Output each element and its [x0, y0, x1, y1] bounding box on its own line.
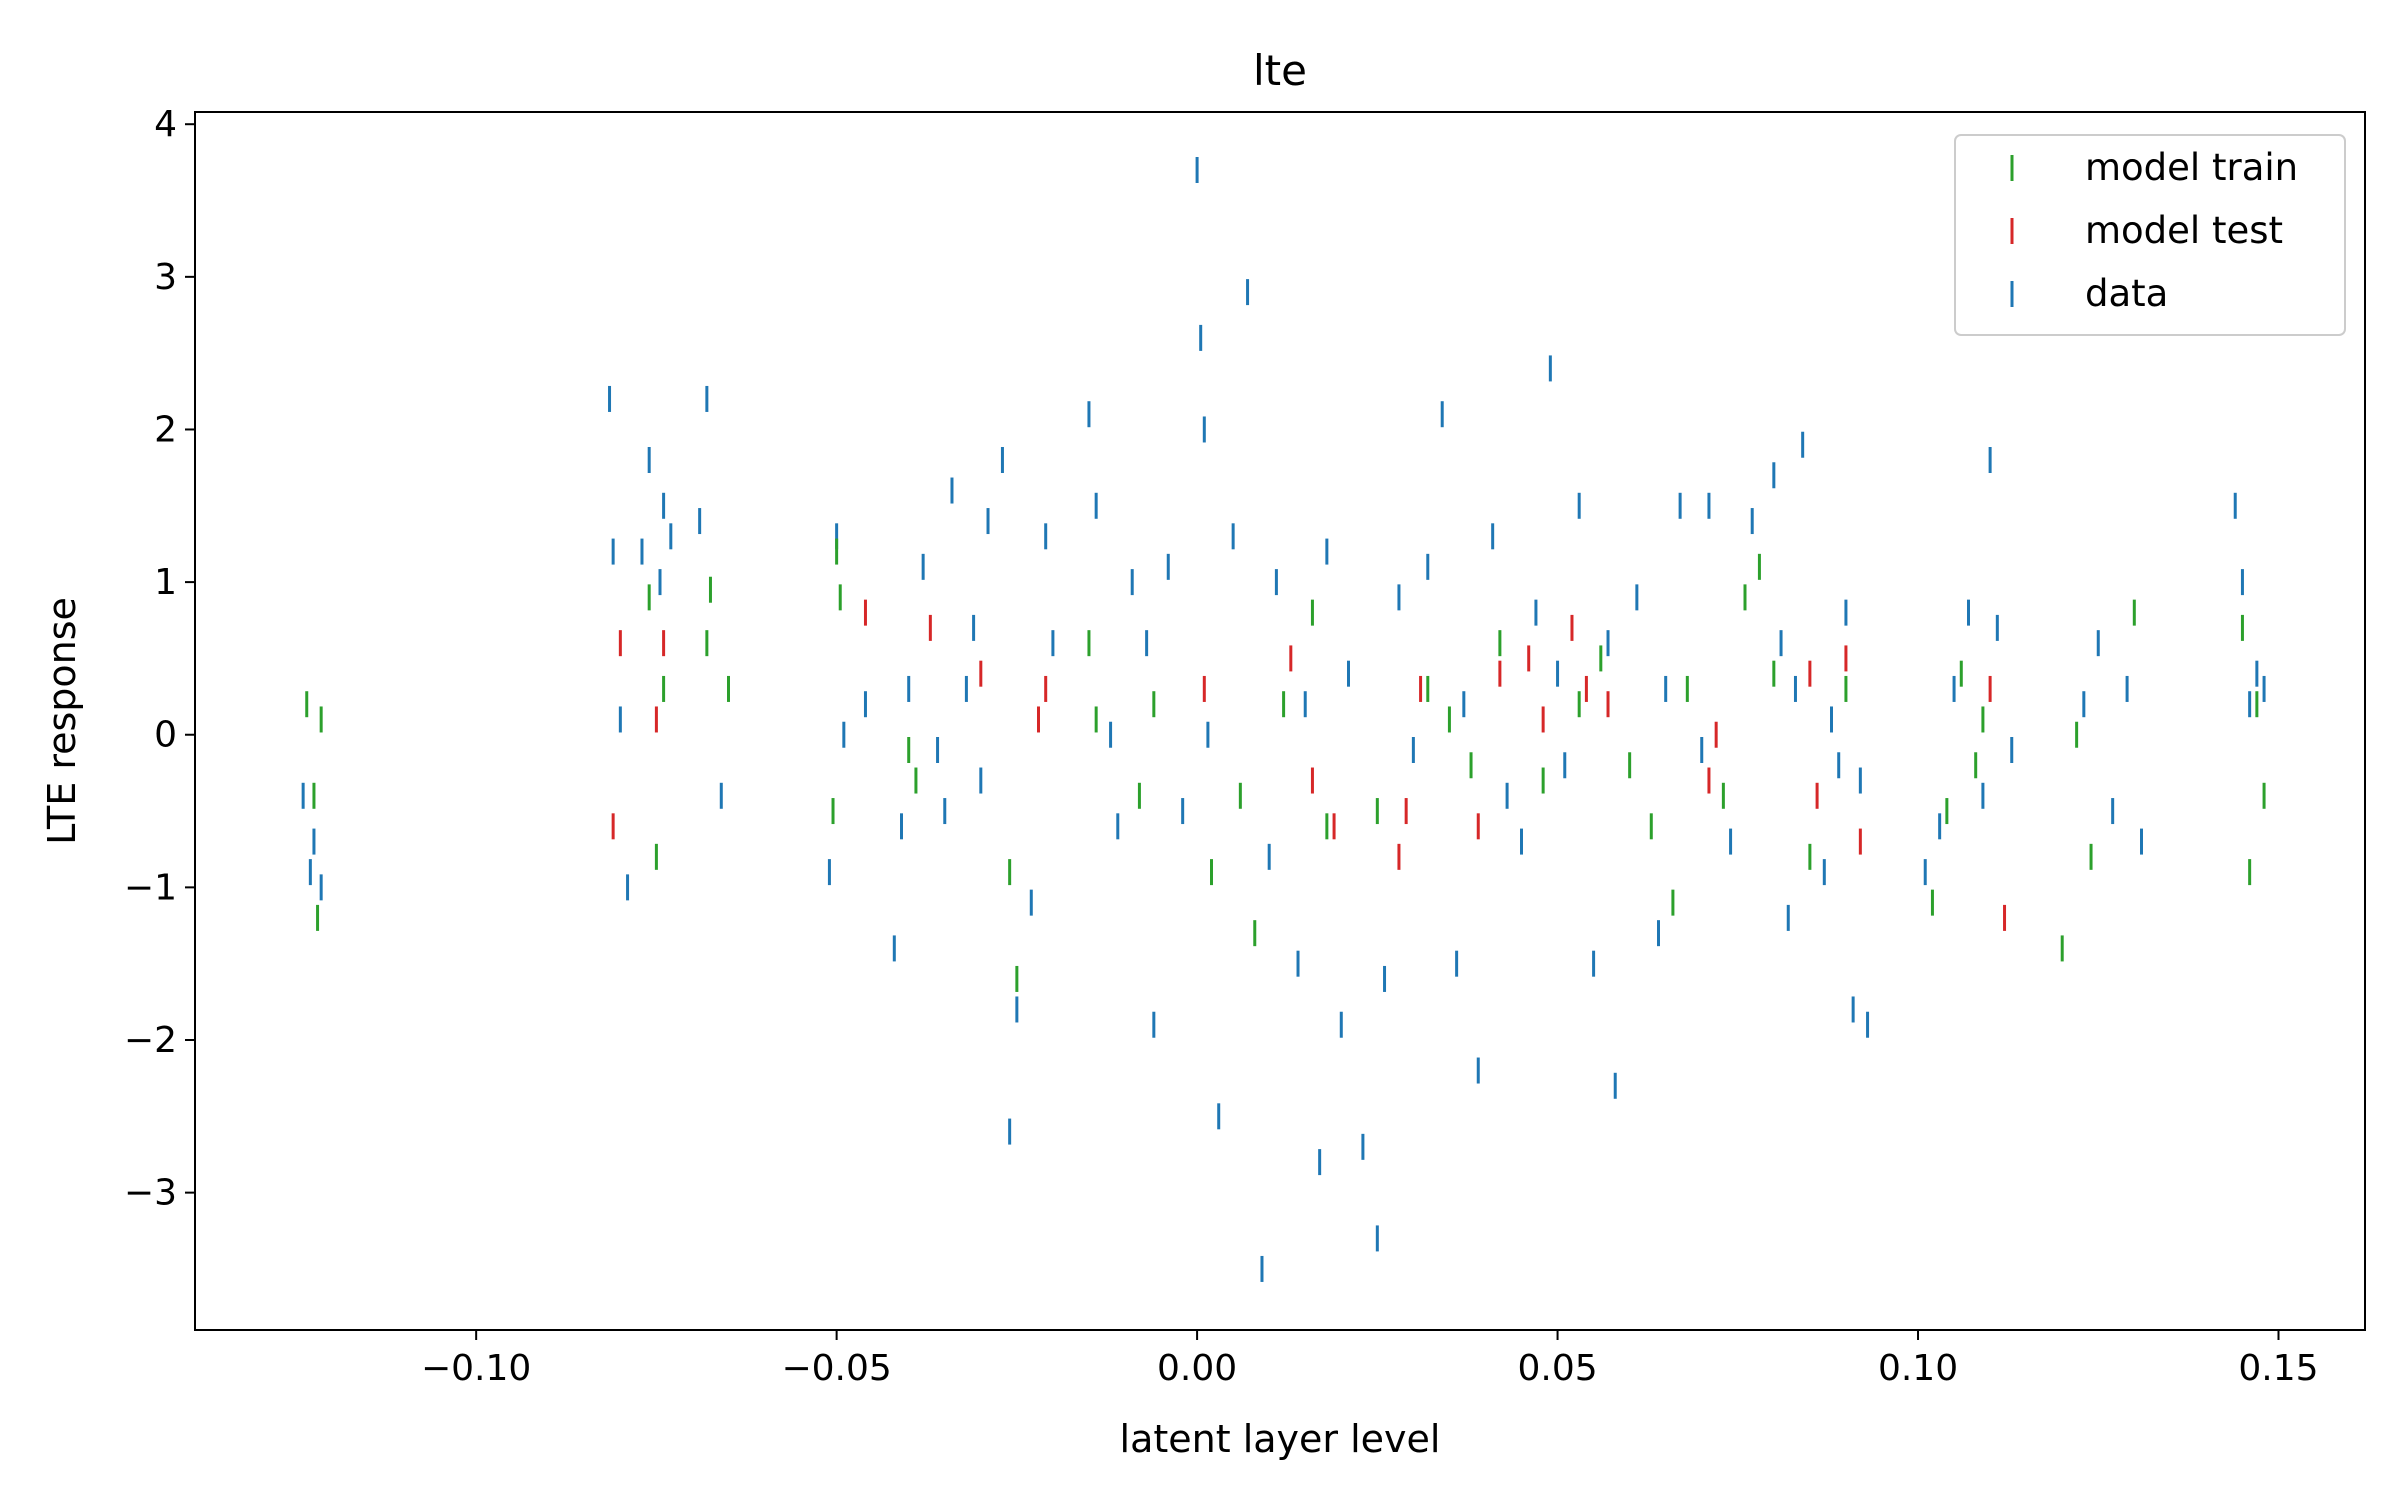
y-axis-ticks: −3 −2 −1 0 1 2 3 4 [124, 104, 195, 1214]
y-tick-label: 0 [154, 715, 177, 756]
x-axis-ticks: −0.10 −0.05 0.00 0.05 0.10 0.15 [421, 1330, 2319, 1389]
series-model-train [305, 538, 2266, 992]
x-axis-title: latent layer level [1120, 1417, 1441, 1461]
legend: model train model test data [1954, 134, 2346, 336]
x-tick-label: 0.00 [1157, 1348, 1237, 1389]
y-tick-label: 4 [154, 104, 177, 145]
legend-label-data: data [2085, 272, 2168, 315]
x-tick-label: −0.05 [781, 1348, 891, 1389]
y-tick-label: 3 [154, 257, 177, 298]
x-tick-label: −0.10 [421, 1348, 531, 1389]
x-tick-label: 0.10 [1878, 1348, 1958, 1389]
y-tick-label: −1 [124, 867, 177, 908]
plot-marks [301, 157, 2266, 1282]
plot-frame [194, 111, 2366, 1331]
x-tick-label: 0.05 [1517, 1348, 1597, 1389]
series-model-test [611, 599, 2007, 931]
legend-label-model-train: model train [2085, 146, 2298, 189]
legend-box [1954, 134, 2346, 336]
chart-title: lte [1253, 46, 1307, 95]
x-tick-label: 0.15 [2238, 1348, 2318, 1389]
y-axis-title: LTE response [40, 597, 84, 845]
y-tick-label: −2 [124, 1020, 177, 1061]
legend-label-model-test: model test [2085, 209, 2283, 252]
y-tick-label: 2 [154, 409, 177, 450]
series-data [301, 157, 2266, 1282]
y-tick-label: −3 [124, 1173, 177, 1214]
y-tick-label: 1 [154, 562, 177, 603]
